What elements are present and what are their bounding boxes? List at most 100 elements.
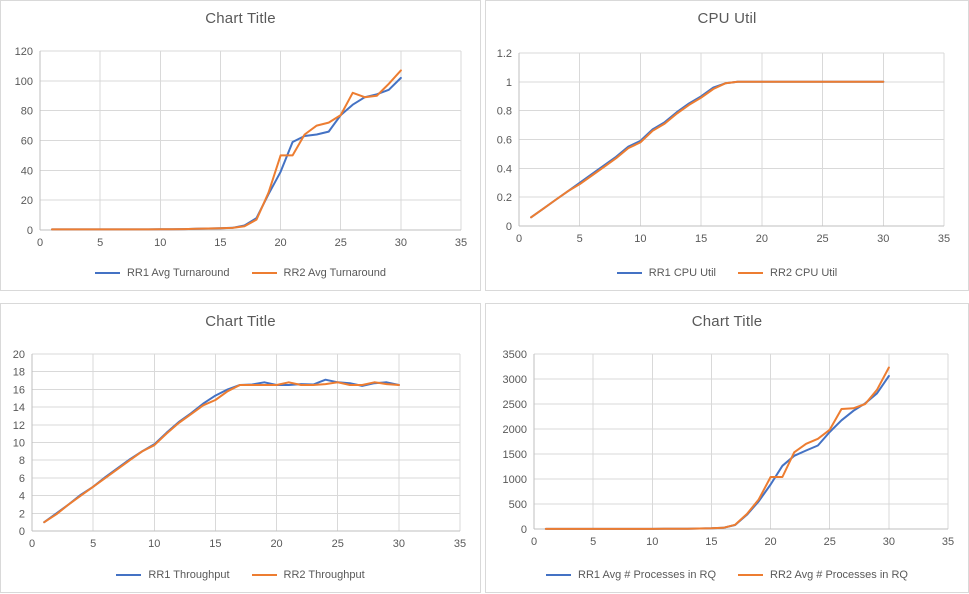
x-tick-label: 10 bbox=[646, 536, 658, 548]
x-tick-label: 0 bbox=[29, 538, 35, 550]
legend-label: RR1 Throughput bbox=[148, 569, 230, 581]
chart-title[interactable]: Chart Title bbox=[691, 313, 763, 330]
series-line bbox=[43, 381, 400, 524]
legend-item[interactable]: RR1 CPU Util bbox=[616, 267, 716, 279]
legend-label: RR2 Throughput bbox=[283, 569, 365, 581]
y-tick-label: 10 bbox=[13, 438, 25, 450]
y-tick-label: 0 bbox=[506, 221, 512, 233]
chart-title[interactable]: CPU Util bbox=[697, 10, 757, 27]
legend: RR1 Throughput RR2 Throughput bbox=[1, 569, 480, 581]
plot-area: 0 0.2 0.4 0.6 0.8 1 1.2 0 5 10 15 20 25 30 35 bbox=[497, 48, 950, 245]
y-tick-label: 16 bbox=[13, 384, 25, 396]
y-tick-label: 100 bbox=[15, 76, 33, 88]
y-tick-label: 6 bbox=[19, 473, 25, 485]
x-tick-label: 30 bbox=[393, 538, 405, 550]
x-tick-label: 20 bbox=[270, 538, 282, 550]
y-tick-label: 1000 bbox=[503, 474, 527, 486]
legend-item[interactable]: RR1 Throughput bbox=[116, 569, 230, 581]
legend-line-swatch bbox=[251, 574, 277, 576]
y-tick-label: 0 bbox=[27, 225, 33, 237]
y-tick-label: 8 bbox=[19, 455, 25, 467]
legend-item[interactable]: RR2 Avg # Processes in RQ bbox=[738, 569, 908, 581]
y-tick-label: 0.4 bbox=[497, 163, 512, 175]
y-tick-label: 80 bbox=[21, 106, 33, 118]
legend: RR1 Avg # Processes in RQ RR2 Avg # Proce… bbox=[486, 569, 968, 581]
x-tick-label: 30 bbox=[877, 233, 889, 245]
series-line bbox=[544, 375, 890, 530]
legend: RR1 CPU Util RR2 CPU Util bbox=[486, 267, 968, 279]
x-tick-label: 5 bbox=[590, 536, 596, 548]
x-tick-label: 25 bbox=[824, 536, 836, 548]
y-tick-label: 3500 bbox=[503, 349, 527, 361]
legend-item[interactable]: RR2 Throughput bbox=[251, 569, 365, 581]
series-line bbox=[530, 80, 885, 219]
y-tick-label: 40 bbox=[21, 165, 33, 177]
y-tick-label: 2 bbox=[19, 508, 25, 520]
x-tick-label: 15 bbox=[214, 237, 226, 249]
x-tick-label: 5 bbox=[577, 233, 583, 245]
x-tick-label: 5 bbox=[97, 237, 103, 249]
series-line bbox=[51, 69, 402, 231]
y-tick-label: 2500 bbox=[503, 399, 527, 411]
x-tick-label: 10 bbox=[634, 233, 646, 245]
x-tick-label: 0 bbox=[516, 233, 522, 245]
legend: RR1 Avg Turnaround RR2 Avg Turnaround bbox=[1, 267, 480, 279]
x-tick-label: 15 bbox=[209, 538, 221, 550]
chart-title[interactable]: Chart Title bbox=[205, 10, 276, 27]
legend-line-swatch bbox=[94, 272, 120, 274]
y-tick-label: 20 bbox=[21, 195, 33, 207]
plot-area: 0 500 1000 1500 2000 2500 3000 3500 0 5 10 15 20 25 30… bbox=[503, 349, 955, 548]
y-tick-label: 0 bbox=[521, 524, 527, 536]
chart-panel-cpu-util[interactable]: CPU Util 0 0.2 0.4 0.6 0.8 1 1.2 0 5 10 15 20 25 30 35… bbox=[485, 0, 969, 291]
y-tick-label: 20 bbox=[13, 349, 25, 361]
x-tick-label: 30 bbox=[883, 536, 895, 548]
x-tick-label: 25 bbox=[335, 237, 347, 249]
legend-label: RR2 Avg Turnaround bbox=[283, 267, 387, 279]
x-tick-label: 35 bbox=[455, 237, 467, 249]
legend-item[interactable]: RR2 CPU Util bbox=[738, 267, 837, 279]
x-tick-label: 35 bbox=[938, 233, 950, 245]
plot-area: 0 2 4 6 8 10 12 14 16 18 20 0 5 10 15 20 25 30 35 bbox=[13, 349, 466, 550]
legend-line-swatch bbox=[546, 574, 572, 576]
x-tick-label: 10 bbox=[148, 538, 160, 550]
x-tick-label: 10 bbox=[154, 237, 166, 249]
legend-line-swatch bbox=[616, 272, 642, 274]
y-tick-label: 3000 bbox=[503, 374, 527, 386]
y-tick-label: 0.2 bbox=[497, 192, 512, 204]
y-tick-label: 18 bbox=[13, 367, 25, 379]
y-tick-label: 1 bbox=[506, 77, 512, 89]
legend-line-swatch bbox=[738, 272, 763, 274]
x-tick-label: 20 bbox=[764, 536, 776, 548]
y-tick-label: 12 bbox=[13, 420, 25, 432]
x-tick-label: 15 bbox=[695, 233, 707, 245]
x-tick-label: 25 bbox=[332, 538, 344, 550]
chart-panel-processes-in-rq[interactable]: Chart Title 0 500 1000 1500 2000 2500 3000 3500… bbox=[485, 303, 969, 593]
x-tick-label: 0 bbox=[531, 536, 537, 548]
chart-title[interactable]: Chart Title bbox=[205, 313, 276, 330]
legend-label: RR1 CPU Util bbox=[648, 267, 716, 279]
y-tick-label: 2000 bbox=[503, 424, 527, 436]
x-tick-label: 30 bbox=[395, 237, 407, 249]
chart-panel-throughput[interactable]: Chart Title 0 2 4 6 8 10 12 14 16 18 20 0 5 10 15 20 25 3… bbox=[0, 303, 481, 593]
x-tick-label: 0 bbox=[37, 237, 43, 249]
legend-item[interactable]: RR1 Avg Turnaround bbox=[94, 267, 230, 279]
y-tick-label: 60 bbox=[21, 136, 33, 148]
legend-item[interactable]: RR1 Avg # Processes in RQ bbox=[546, 569, 716, 581]
x-tick-label: 5 bbox=[90, 538, 96, 550]
y-tick-label: 0.6 bbox=[497, 135, 512, 147]
legend-label: RR2 CPU Util bbox=[770, 267, 838, 279]
legend-label: RR1 Avg Turnaround bbox=[126, 267, 230, 279]
chart-panel-avg-turnaround[interactable]: Chart Title 0 20 40 60 80 100 120 0 5 10 15 20 25 30 3… bbox=[0, 0, 481, 291]
y-tick-label: 14 bbox=[13, 402, 25, 414]
legend-label: RR1 Avg # Processes in RQ bbox=[578, 569, 716, 581]
x-tick-label: 35 bbox=[454, 538, 466, 550]
y-tick-label: 4 bbox=[19, 491, 25, 503]
y-tick-label: 120 bbox=[15, 46, 33, 58]
x-tick-label: 25 bbox=[816, 233, 828, 245]
legend-line-swatch bbox=[738, 574, 763, 576]
legend-line-swatch bbox=[116, 574, 142, 576]
y-tick-label: 0.8 bbox=[497, 106, 512, 118]
legend-item[interactable]: RR2 Avg Turnaround bbox=[251, 267, 387, 279]
legend-label: RR2 Avg # Processes in RQ bbox=[770, 569, 908, 581]
